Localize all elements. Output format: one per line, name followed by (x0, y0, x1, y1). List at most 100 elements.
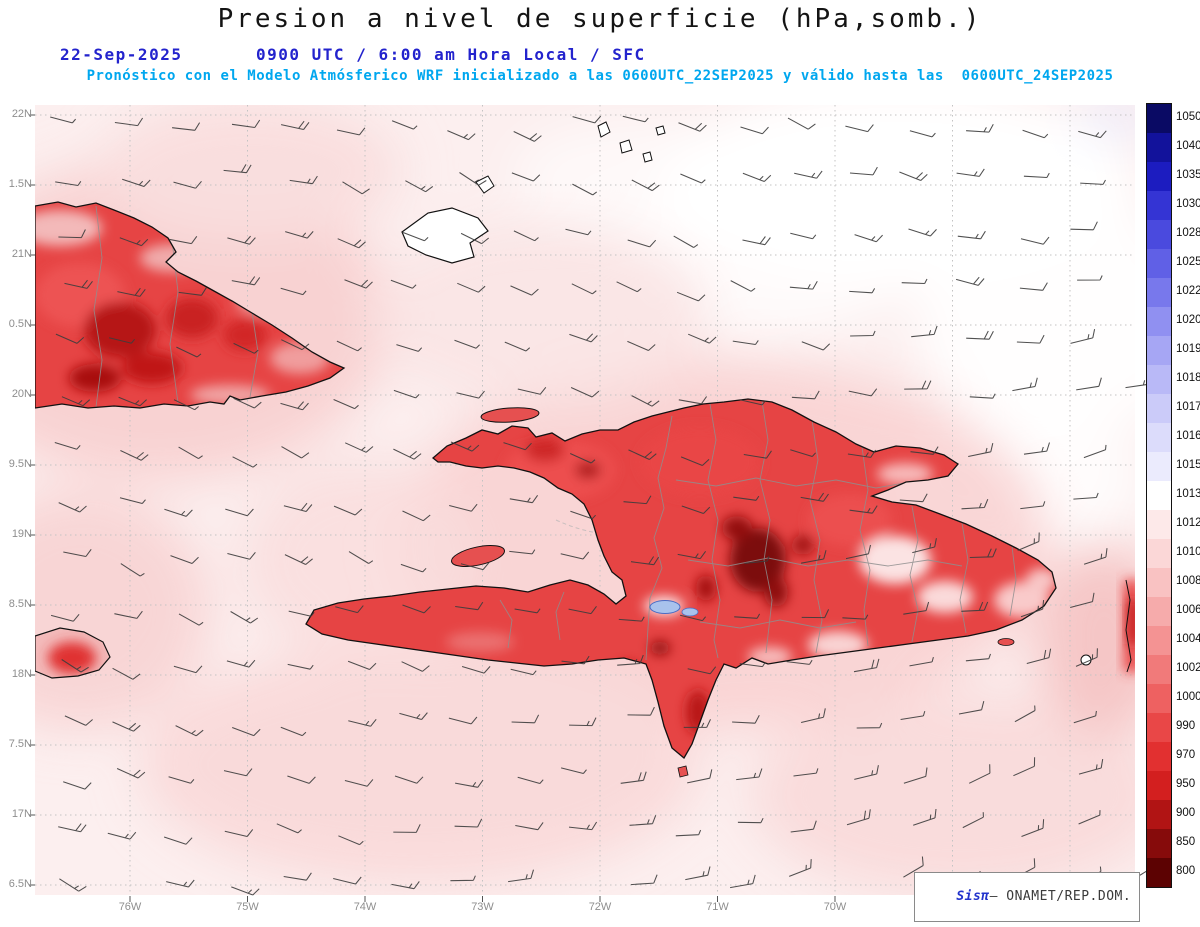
wind-barb (394, 775, 424, 784)
wind-barb (908, 228, 937, 237)
wind-barb (393, 448, 422, 460)
wind-barb (618, 616, 645, 622)
wind-barb (903, 601, 930, 615)
colorbar-cell (1147, 336, 1171, 365)
forecast-time: 0900 UTC / 6:00 am Hora Local / SFC (256, 45, 646, 64)
colorbar-label: 1004 (1176, 633, 1200, 645)
wind-barb (515, 822, 544, 831)
wind-barb (231, 119, 261, 129)
wind-barb (848, 388, 878, 397)
wind-barb (280, 120, 310, 131)
page-title: Presion a nivel de superficie (hPa,somb.… (217, 4, 983, 34)
wind-barb (338, 835, 364, 846)
wind-barb (790, 232, 817, 240)
colorbar-label: 1006 (1176, 604, 1200, 616)
wind-barb (402, 604, 431, 614)
wind-barb (333, 876, 362, 885)
wind-barb (730, 874, 756, 889)
colorbar-label: 1015 (1176, 459, 1200, 471)
wind-barb (1017, 532, 1040, 551)
wind-barb (337, 238, 366, 249)
lat-label: 6.5N (8, 878, 32, 890)
colorbar-cell (1147, 713, 1171, 742)
wind-barb (399, 712, 428, 721)
colorbar-label: 1013 (1176, 488, 1200, 500)
wind-barb (744, 556, 770, 564)
wind-barb (1019, 282, 1048, 291)
wind-barb (223, 164, 252, 174)
wind-barb (1078, 810, 1101, 825)
wind-barb (793, 768, 819, 777)
wind-barb (454, 339, 480, 349)
wind-barb (58, 229, 86, 239)
colorbar-cell (1147, 510, 1171, 539)
wind-barb (901, 278, 928, 285)
wind-barb (787, 117, 816, 130)
colorbar-label: 1050 (1176, 111, 1200, 123)
wind-barb (685, 866, 711, 881)
beata-island (677, 765, 689, 778)
wind-barb (508, 869, 535, 883)
wind-barb (285, 231, 314, 239)
wind-barb (1073, 710, 1097, 724)
wind-barb (226, 659, 256, 668)
wind-barb (629, 815, 657, 826)
wind-barb (561, 655, 590, 665)
wind-barb (122, 178, 151, 187)
wind-barb (170, 555, 199, 564)
wind-barb (348, 718, 377, 727)
wind-barb (336, 127, 366, 136)
wind-barb (627, 706, 655, 716)
wind-barb (232, 727, 261, 737)
wind-barb (909, 656, 934, 667)
colorbar-label: 1012 (1176, 517, 1200, 529)
colorbar-label: 1002 (1176, 662, 1200, 674)
colorbar-cell (1147, 742, 1171, 771)
lon-label: 72W (588, 901, 612, 913)
colorbar-cell (1147, 829, 1171, 858)
colorbar-label: 1028 (1176, 227, 1200, 239)
wind-barb (627, 239, 657, 248)
wind-barb (847, 449, 877, 458)
wind-barb (55, 333, 85, 344)
wind-barb (227, 551, 256, 560)
wind-barb (168, 776, 195, 784)
wind-barb (856, 722, 883, 729)
wind-barb (570, 510, 596, 520)
wind-barb (739, 662, 766, 668)
wind-barb (1080, 179, 1106, 185)
wind-barb (54, 441, 81, 450)
wind-barb (683, 719, 711, 728)
wind-barb (61, 659, 89, 673)
wind-barb (623, 495, 652, 505)
wind-barb (108, 337, 136, 344)
wind-barb (517, 386, 547, 395)
wind-barb (178, 613, 204, 626)
wind-barb (969, 548, 997, 559)
wind-barb (1078, 759, 1104, 775)
wind-barb (283, 502, 313, 513)
wind-barb (289, 175, 318, 185)
wind-barb (1076, 377, 1102, 391)
wind-barb (968, 764, 991, 784)
colorbar-label: 990 (1176, 720, 1196, 732)
wind-barb (396, 344, 423, 352)
wind-barb (849, 166, 878, 176)
wind-barb (112, 721, 141, 732)
wind-barb (966, 123, 994, 133)
wind-barb (61, 396, 91, 407)
bahamas-turks-islands (401, 121, 666, 264)
wind-barb (511, 172, 541, 182)
wind-barb (631, 179, 660, 192)
wind-barb (510, 668, 537, 676)
wind-barb (176, 346, 202, 358)
colorbar-label: 950 (1176, 778, 1196, 790)
wind-barb (622, 115, 649, 123)
wind-barb (116, 768, 146, 779)
wind-barb (178, 446, 203, 460)
wind-barb (333, 505, 363, 516)
wind-barb (680, 173, 706, 184)
colorbar-cell (1147, 597, 1171, 626)
